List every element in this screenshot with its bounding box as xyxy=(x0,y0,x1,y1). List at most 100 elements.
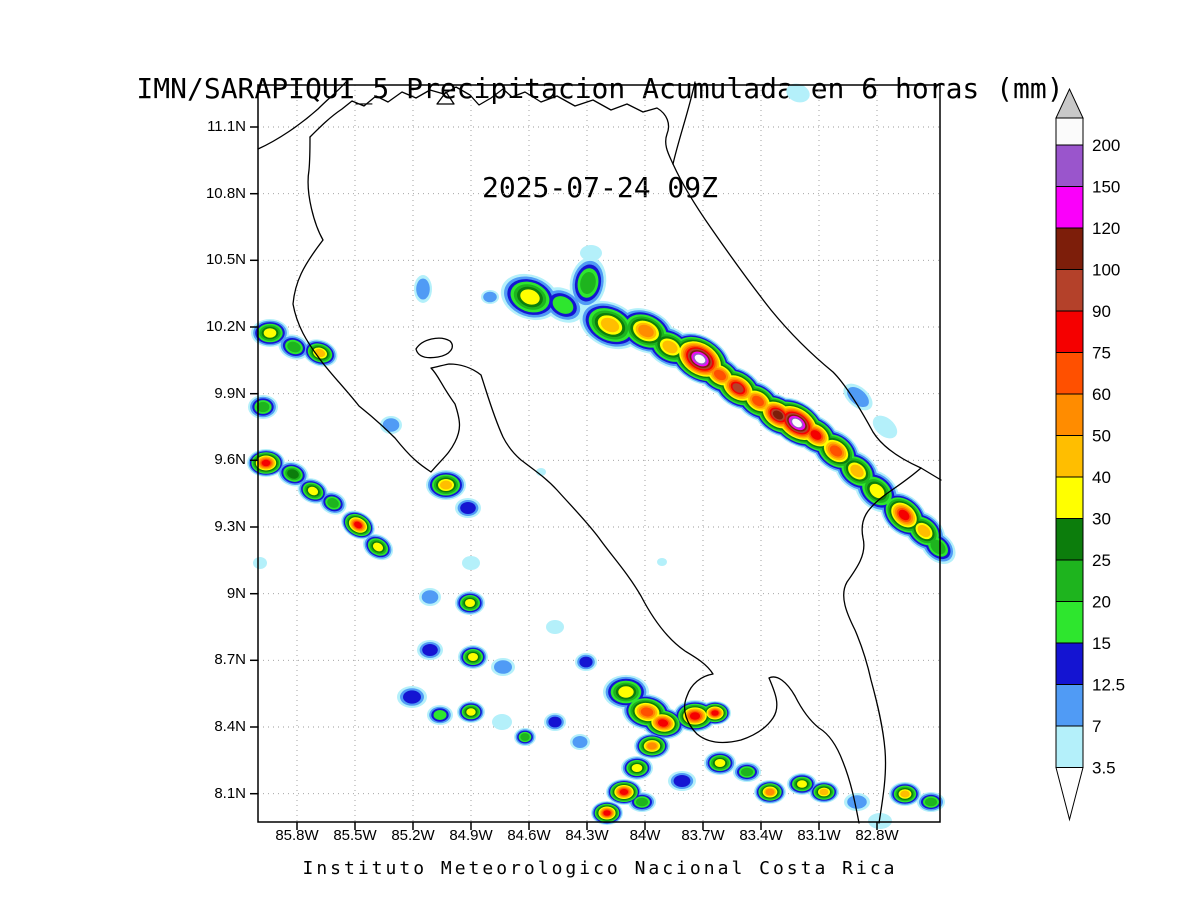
precip-contour xyxy=(287,469,299,479)
precip-contour xyxy=(797,780,807,788)
colorbar-segment xyxy=(1055,684,1084,727)
colorbar-label: 50 xyxy=(1092,427,1111,446)
colorbar-label: 20 xyxy=(1092,593,1111,612)
precip-contour xyxy=(900,790,910,798)
precip-contour xyxy=(433,710,447,720)
y-axis-tick-label: 10.8N xyxy=(205,184,246,202)
colorbar-segment xyxy=(1055,601,1084,644)
y-axis-tick-label: 9N xyxy=(226,584,246,602)
x-axis-tick-label: 82.8W xyxy=(855,827,899,844)
precip-contour xyxy=(261,459,271,467)
precip-contour xyxy=(372,542,384,552)
x-axis-tick-label: 83.4W xyxy=(739,827,783,844)
colorbar-label: 150 xyxy=(1092,178,1120,197)
colorbar-bottom-arrow xyxy=(1055,767,1084,822)
colorbar-segment xyxy=(1055,642,1084,685)
colorbar-svg: 200 150 120 100 90 75 60 50 40 30 25 20 15 12.5 7 3.5 xyxy=(1055,87,1125,822)
colorbar-segment xyxy=(1055,269,1084,312)
precip-contour xyxy=(694,354,706,364)
precip-contour xyxy=(869,483,885,499)
precip-contour xyxy=(382,418,400,432)
precip-contour xyxy=(440,480,452,490)
colorbar-label: 7 xyxy=(1092,717,1101,736)
x-axis-tick-label: 84W xyxy=(629,827,661,844)
precip-contour xyxy=(403,690,421,704)
colorbar-segment xyxy=(1055,227,1084,270)
precip-contour xyxy=(898,509,910,521)
precip-contour xyxy=(792,418,802,428)
colorbar: 200 150 120 100 90 75 60 50 40 30 25 20 15 12.5 7 3.5 xyxy=(1054,87,1200,830)
precip-contour xyxy=(354,521,362,529)
precip-contour xyxy=(786,83,810,103)
colorbar-segment xyxy=(1055,393,1084,436)
coastline-path xyxy=(843,467,922,824)
precip-contour xyxy=(772,410,784,420)
precip-contour xyxy=(263,328,277,338)
colorbar-top-arrow xyxy=(1055,87,1084,119)
precip-contour xyxy=(636,797,648,807)
y-axis-tick-label: 11.1N xyxy=(207,118,246,135)
x-axis-tick-label: 83.7W xyxy=(681,827,725,844)
x-axis: 85.8W 85.5W 85.2W 84.9W 84.6W 84.3W 84W 83.7W 83… xyxy=(258,827,940,849)
y-axis-tick-label: 10.2N xyxy=(205,318,246,335)
precip-contour xyxy=(810,430,822,440)
precip-contour xyxy=(638,324,654,338)
x-axis-tick-label: 85.5W xyxy=(333,827,377,844)
precip-contour xyxy=(829,445,843,457)
map-plot xyxy=(247,81,956,830)
precip-contour xyxy=(307,486,319,496)
x-axis-tick-label: 83.1W xyxy=(797,827,841,844)
x-axis-tick-label: 85.8W xyxy=(275,827,319,844)
x-axis-tick-label: 85.2W xyxy=(391,827,435,844)
colorbar-label: 30 xyxy=(1092,510,1111,529)
precip-contour xyxy=(850,464,864,478)
plot-frame xyxy=(257,84,941,823)
precip-contour xyxy=(579,656,593,668)
colorbar-label: 3.5 xyxy=(1092,759,1116,778)
colorbar-segment xyxy=(1055,559,1084,602)
precip-contour xyxy=(930,539,946,555)
precip-contour xyxy=(847,795,867,809)
coastline-path xyxy=(292,136,860,824)
precip-contour xyxy=(520,289,540,305)
colorbar-segment xyxy=(1055,476,1084,519)
chart-title: IMN/SARAPIQUI_5 Precipitacion Acumulada … xyxy=(0,6,1200,270)
precip-contour xyxy=(546,620,564,634)
colorbar-label: 120 xyxy=(1092,219,1120,238)
y-axis-tick-label: 9.6N xyxy=(214,451,246,469)
precip-contour xyxy=(580,245,602,261)
colorbar-label: 40 xyxy=(1092,468,1111,487)
precip-contour xyxy=(416,278,430,300)
precip-contour xyxy=(619,789,629,795)
colorbar-label: 90 xyxy=(1092,302,1111,321)
precip-contour xyxy=(483,291,497,303)
precip-contour xyxy=(819,788,829,796)
y-axis-tick-label: 8.1N xyxy=(214,784,246,802)
colorbar-label: 15 xyxy=(1092,634,1111,653)
y-axis-tick-label: 8.7N xyxy=(214,651,246,669)
precip-contour xyxy=(647,742,657,750)
colorbar-segment xyxy=(1055,310,1084,353)
precip-contour xyxy=(548,716,562,728)
colorbar-segment xyxy=(1055,435,1084,478)
colorbar-label: 25 xyxy=(1092,551,1111,570)
precip-contour xyxy=(662,340,678,354)
colorbar-label: 60 xyxy=(1092,385,1111,404)
colorbar-segment xyxy=(1055,725,1084,768)
y-axis-tick-label: 9.9N xyxy=(214,384,246,402)
precip-contour xyxy=(689,712,701,720)
precip-contour xyxy=(462,556,480,570)
precip-contour xyxy=(287,341,301,353)
precip-contour xyxy=(494,660,512,674)
colorbar-segment xyxy=(1055,186,1084,229)
precip-contour xyxy=(640,707,654,717)
y-axis-tick-label: 10.5N xyxy=(205,251,246,269)
precip-contour xyxy=(327,498,339,508)
precip-contour xyxy=(673,775,691,787)
colorbar-segment xyxy=(1055,352,1084,395)
coastline-path xyxy=(672,163,942,481)
precip-contour xyxy=(657,719,669,727)
precip-contour xyxy=(752,395,764,407)
precip-contour xyxy=(711,710,719,716)
